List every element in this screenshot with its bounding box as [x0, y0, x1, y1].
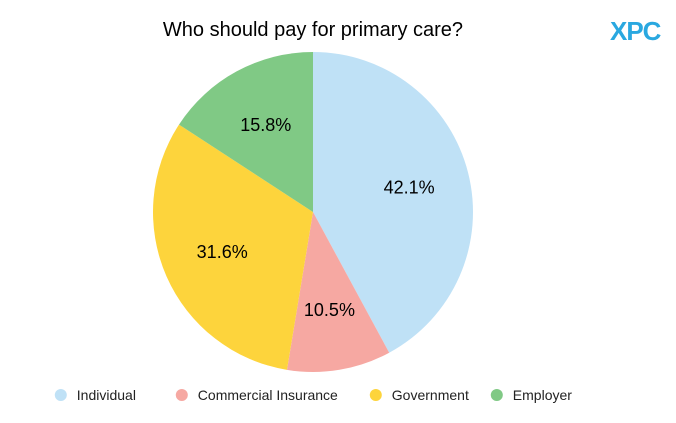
legend-swatch-employer [490, 389, 503, 401]
xpc-logo: XPC [610, 16, 663, 46]
legend-label-employer: Employer [513, 387, 572, 403]
data-label-commercial-insurance: 10.5% [304, 300, 355, 320]
data-label-government: 31.6% [197, 242, 248, 262]
chart-title: Who should pay for primary care? [163, 19, 463, 41]
legend-label-government: Government [392, 387, 469, 403]
legend-label-individual: Individual [77, 387, 136, 403]
legend-swatch-commercial-insurance [175, 389, 188, 401]
pie-slice-employer [178, 52, 313, 212]
logo-text: XPC [610, 16, 662, 46]
legend-label-commercial-insurance: Commercial Insurance [198, 387, 338, 403]
pie-data-labels: 42.1% 10.5% 31.6% 15.8% [197, 115, 435, 320]
legend: Individual Commercial Insurance Government… [54, 387, 572, 403]
pie-slice-government [153, 124, 313, 370]
legend-swatch-government [369, 389, 382, 401]
data-label-employer: 15.8% [240, 115, 291, 135]
legend-swatch-individual [54, 389, 67, 401]
pie-slice-commercial-insurance [286, 212, 390, 373]
pie-slices [153, 52, 473, 373]
data-label-individual: 42.1% [384, 178, 435, 198]
pie-slice-individual [313, 52, 473, 353]
